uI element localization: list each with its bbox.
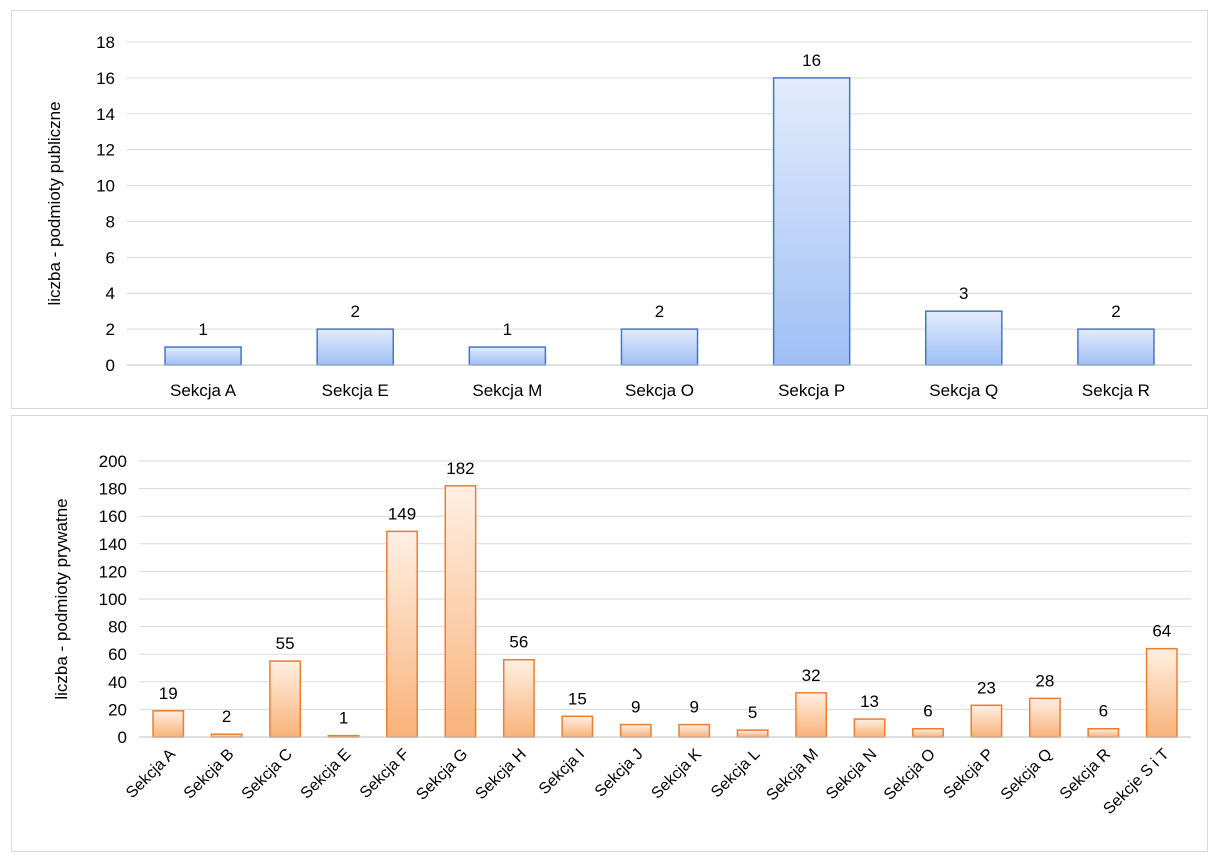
y-tick-label: 4 [106, 284, 115, 303]
bar [620, 328, 699, 366]
x-tick-label: Sekcja L [708, 746, 763, 801]
data-label: 15 [568, 689, 587, 708]
bar [795, 692, 828, 738]
data-label: 149 [388, 504, 416, 523]
bar [970, 704, 1003, 738]
y-tick-label: 10 [96, 177, 115, 196]
data-label: 5 [748, 703, 757, 722]
x-tick-label: Sekcja P [941, 746, 998, 803]
data-label: 2 [350, 302, 359, 321]
data-label: 64 [1152, 622, 1171, 641]
y-tick-label: 140 [99, 535, 127, 554]
x-tick-label: Sekcja A [170, 381, 237, 400]
bar [1028, 697, 1061, 738]
data-label: 182 [446, 459, 474, 478]
data-label: 55 [276, 634, 295, 653]
bar [561, 715, 594, 738]
x-tick-label: Sekcja O [625, 381, 694, 400]
data-label: 1 [198, 320, 207, 339]
data-label: 28 [1035, 671, 1054, 690]
data-label: 6 [1099, 702, 1108, 721]
bar [164, 346, 242, 366]
y-tick-label: 8 [106, 212, 115, 231]
x-tick-label: Sekcja R [1057, 746, 1114, 803]
bar [1145, 647, 1178, 738]
bar [736, 729, 769, 738]
x-tick-label: Sekcja O [881, 746, 939, 804]
private-entities-chart: 0 20 40 60 80 100 120 140 160 180 200 liczba - podm… [52, 452, 1191, 818]
bar [386, 530, 418, 738]
bar [1087, 727, 1120, 738]
bar [912, 727, 944, 738]
x-tick-label: Sekcja K [648, 746, 705, 803]
bar [853, 718, 886, 738]
y-tick-label: 180 [99, 480, 127, 499]
x-tick-label: Sekcja A [123, 746, 179, 802]
y-tick-label: 0 [118, 728, 127, 747]
y-axis-title: liczba - podmioty prywatne [52, 498, 71, 699]
y-tick-label: 80 [108, 618, 127, 637]
x-tick-label: Sekcja C [239, 746, 296, 803]
x-tick-label: Sekcja J [592, 746, 647, 801]
data-label: 1 [339, 709, 348, 728]
x-tick-label: Sekcja N [823, 746, 880, 803]
x-tick-label: Sekcja R [1082, 381, 1150, 400]
bar [772, 77, 851, 366]
y-tick-label: 0 [106, 356, 115, 375]
data-label: 3 [959, 284, 968, 303]
bar [152, 710, 185, 738]
data-label: 9 [689, 698, 698, 717]
x-tick-label: Sekcja G [413, 746, 471, 804]
data-label: 56 [509, 633, 528, 652]
data-label: 1 [503, 320, 512, 339]
y-tick-label: 40 [108, 673, 127, 692]
x-tick-label: Sekcja B [181, 746, 238, 803]
y-tick-label: 200 [99, 452, 127, 471]
bar [925, 310, 1003, 366]
y-tick-label: 60 [108, 645, 127, 664]
bar [468, 346, 547, 366]
x-tick-label: Sekcja H [472, 746, 529, 803]
bar [1077, 328, 1155, 366]
data-label: 2 [222, 707, 231, 726]
data-label: 13 [860, 692, 879, 711]
y-tick-label: 100 [99, 590, 127, 609]
bar [316, 328, 394, 366]
bar [678, 723, 711, 738]
bar [502, 658, 535, 738]
data-label: 32 [802, 666, 821, 685]
y-axis-title: liczba - podmioty publiczne [45, 101, 64, 305]
data-label: 23 [977, 678, 996, 697]
y-tick-label: 2 [106, 320, 115, 339]
bar [619, 723, 652, 738]
x-tick-label: Sekcja F [357, 746, 413, 802]
data-label: 19 [159, 684, 178, 703]
data-label: 9 [631, 698, 640, 717]
x-tick-label: Sekcja Q [929, 381, 998, 400]
bar [269, 660, 302, 738]
x-tick-label: Sekcja E [322, 381, 389, 400]
y-tick-label: 16 [96, 69, 115, 88]
y-tick-label: 120 [99, 562, 127, 581]
x-tick-label: Sekcja E [298, 746, 355, 803]
data-label: 2 [1111, 302, 1120, 321]
y-tick-label: 20 [108, 700, 127, 719]
x-tick-label: Sekcja I [536, 746, 588, 798]
y-tick-label: 160 [99, 507, 127, 526]
data-label: 16 [802, 51, 821, 70]
private-entities-chart-panel: 0 20 40 60 80 100 120 140 160 180 200 liczba - podm… [11, 415, 1208, 852]
x-tick-label: Sekcja Q [998, 746, 1056, 804]
data-label: 2 [655, 302, 664, 321]
y-tick-label: 18 [96, 33, 115, 52]
y-tick-label: 6 [106, 248, 115, 267]
x-tick-label: Sekcja M [763, 746, 822, 805]
x-tick-label: Sekcja M [472, 381, 542, 400]
public-entities-chart-panel: 0 2 4 6 8 10 12 14 16 18 liczba - podmioty publicz… [11, 10, 1208, 409]
y-tick-label: 14 [96, 105, 115, 124]
x-tick-label: Sekcja P [778, 381, 845, 400]
bar [444, 485, 477, 738]
y-tick-label: 12 [96, 141, 115, 160]
data-label: 6 [923, 702, 932, 721]
